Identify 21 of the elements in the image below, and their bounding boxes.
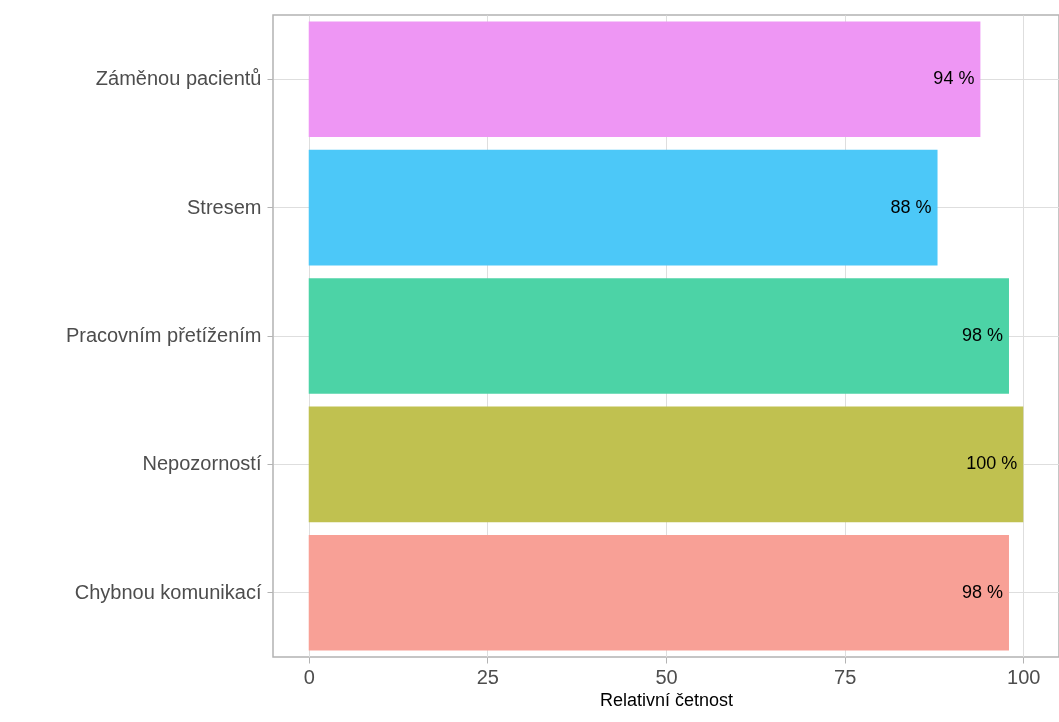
y-tick-label: Chybnou komunikací	[74, 580, 262, 603]
x-axis-title: Relativní četnost	[599, 689, 734, 710]
x-tick-label: 0	[303, 665, 315, 688]
x-tick-label: 50	[655, 665, 678, 688]
data-label: 98 %	[961, 325, 1003, 345]
y-tick-label: Záměnou pacientů	[95, 67, 262, 90]
bar	[308, 21, 981, 137]
y-tick-label: Nepozorností	[142, 452, 262, 475]
bar	[308, 535, 1009, 651]
data-label: 94 %	[933, 68, 975, 89]
x-tick-label: 100	[1007, 665, 1041, 688]
y-tick-label: Pracovním přetížením	[65, 324, 262, 346]
bar	[308, 149, 938, 266]
bar	[308, 278, 1009, 394]
y-tick-label: Stresem	[187, 195, 262, 218]
x-tick-label: 75	[834, 665, 857, 688]
data-label: 98 %	[961, 581, 1003, 602]
x-tick-label: 25	[476, 665, 499, 688]
bar	[308, 406, 1024, 523]
data-label: 100 %	[966, 453, 1018, 474]
data-label: 88 %	[890, 196, 932, 217]
